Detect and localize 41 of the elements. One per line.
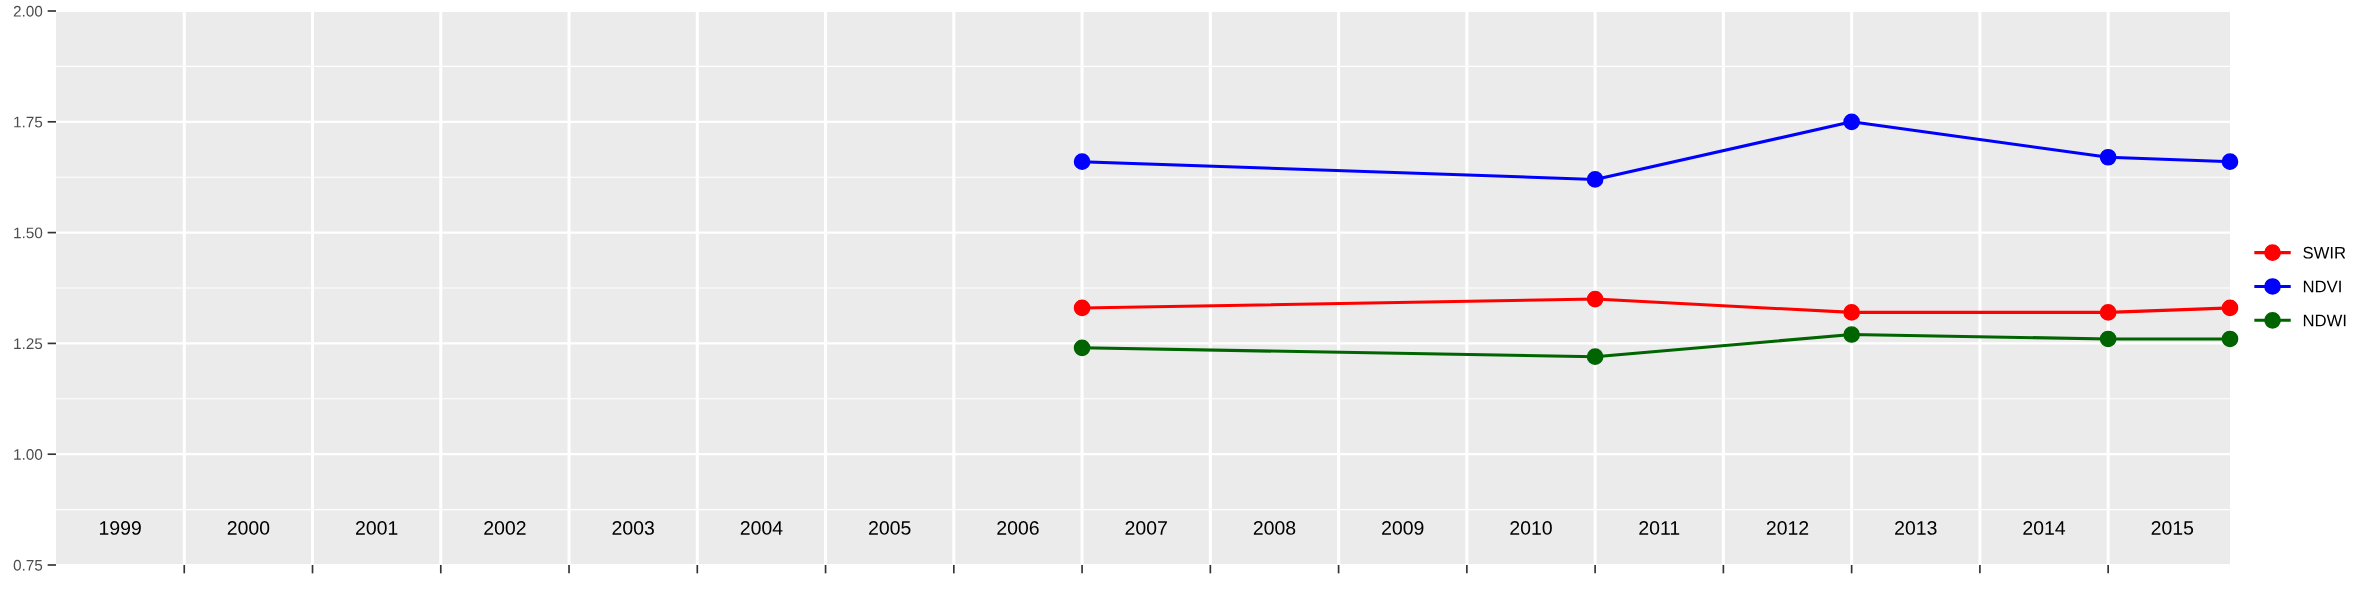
point bbox=[2221, 299, 2239, 317]
point bbox=[2099, 304, 2117, 321]
y-tick-label: 1.25 bbox=[14, 338, 43, 350]
point bbox=[2221, 153, 2239, 171]
x-tick-label: 2003 bbox=[612, 521, 654, 535]
point bbox=[1073, 153, 1091, 171]
x-tick-label: 2009 bbox=[1382, 521, 1424, 535]
x-tick-label: 2000 bbox=[227, 521, 270, 535]
y-tick-label: 1.00 bbox=[14, 449, 43, 460]
point bbox=[2099, 330, 2117, 348]
x-tick-label: 1999 bbox=[99, 521, 141, 535]
x-tick-label: 2002 bbox=[484, 521, 526, 535]
y-tick-label: 2.00 bbox=[13, 5, 43, 17]
point bbox=[1843, 304, 1860, 321]
x-tick-label: 2005 bbox=[869, 521, 911, 535]
point bbox=[1073, 299, 1091, 317]
y-tick-label: 1.75 bbox=[14, 116, 43, 128]
point bbox=[2221, 330, 2239, 348]
x-tick-label: 2008 bbox=[1253, 521, 1296, 535]
x-tick-label: 2013 bbox=[1895, 521, 1937, 535]
legend-label: NDVI bbox=[2303, 280, 2341, 293]
x-tick-label: 2010 bbox=[1510, 521, 1552, 535]
point bbox=[1586, 348, 1604, 366]
x-tick-label: 2006 bbox=[997, 521, 1039, 535]
x-tick-label: 2007 bbox=[1125, 521, 1167, 535]
x-tick-label: 2011 bbox=[1639, 521, 1680, 535]
point bbox=[1586, 171, 1604, 188]
legend-label: NDWI bbox=[2303, 314, 2346, 327]
x-tick-label: 2012 bbox=[1766, 521, 1809, 535]
point bbox=[1073, 339, 1091, 357]
y-tick-label: 1.50 bbox=[14, 227, 43, 239]
point bbox=[1843, 113, 1860, 131]
point bbox=[1586, 290, 1604, 308]
x-tick-label: 2015 bbox=[2151, 521, 2194, 535]
x-tick-label: 2014 bbox=[2023, 521, 2066, 535]
x-tick-label: 2004 bbox=[740, 521, 783, 535]
y-tick-label: 0.75 bbox=[13, 559, 43, 571]
x-tick-label: 2001 bbox=[356, 521, 398, 535]
legend-label: SWIR bbox=[2303, 246, 2346, 259]
point bbox=[2099, 148, 2117, 166]
point bbox=[1843, 326, 1860, 343]
